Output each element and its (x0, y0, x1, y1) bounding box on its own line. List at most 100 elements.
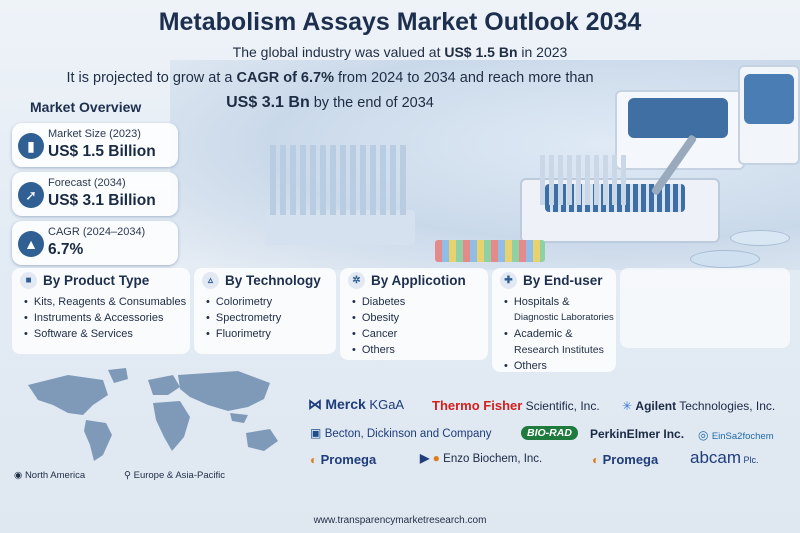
logo-einsa: ◎ EinSa2fochem (698, 428, 774, 442)
einsa-icon: ◎ (698, 428, 709, 442)
market-overview-heading: Market Overview (30, 99, 142, 115)
tubes-left (270, 145, 410, 215)
box-icon: ■ (20, 272, 37, 289)
flask-icon: ▵ (202, 272, 219, 289)
segment-header: ✲ By Applicotion (348, 272, 466, 289)
tube-rack-left (265, 210, 415, 245)
perkin-name: PerkinElmer Inc. (590, 427, 685, 441)
petri-dish (690, 250, 760, 268)
agilent-suffix: Technologies, Inc. (676, 399, 776, 413)
einsa-name: EinSa2fochem (711, 431, 774, 442)
region-legend-eu-apac: ⚲ Europe & Asia-Pacific (124, 470, 225, 481)
forecast-line: US$ 3.1 Bn by the end of 2034 (0, 94, 660, 112)
abcam-name: abcam (690, 448, 742, 467)
cagr-value: CAGR of 6.7% (236, 70, 335, 86)
list-item: Spectrometry (206, 310, 281, 326)
list-item: Diabetes (352, 294, 405, 310)
map-africa (153, 401, 190, 451)
abcam-suffix: Plc. (741, 455, 759, 465)
thermo-name: Thermo Fisher (432, 398, 523, 413)
segment-header: ▵ By Technology (202, 272, 321, 289)
map-europe (148, 375, 180, 395)
forecast-text: by the end of 2034 (309, 95, 434, 111)
petri-dish (730, 230, 790, 246)
merck-suffix: KGaA (365, 397, 405, 412)
segment-application: ✲ By Applicotion Diabetes Obesity Cancer… (340, 268, 488, 360)
list-item: Kits, Reagents & Consumables (24, 294, 186, 310)
bd-icon: ▣ (310, 426, 322, 440)
growth-line: It is projected to grow at a CAGR of 6.7… (0, 70, 660, 86)
segment-header: ✚ By End-user (500, 272, 603, 289)
map-australia (246, 429, 278, 451)
valuation-text: The global industry was valued at (232, 44, 445, 60)
merck-icon: ⋈ (308, 396, 322, 412)
becton-name: Becton, Dickinson and Company (324, 428, 492, 440)
valuation-value: US$ 1.5 Bn (444, 44, 518, 60)
footer-url[interactable]: www.transparencymarketresearch.com (313, 515, 487, 526)
list-item: Instruments & Accessories (24, 310, 186, 326)
list-item: Cancer (352, 326, 405, 342)
agilent-name: Agilent (635, 399, 677, 413)
list-item: Software & Services (24, 326, 186, 342)
map-north-america (28, 375, 108, 415)
enzo-name: Enzo Biochem, Inc. (443, 453, 543, 465)
segment-title: By End-user (523, 273, 603, 288)
logo-agilent: ✳ Agilent Technologies, Inc. (622, 399, 775, 413)
valuation-year: in 2023 (517, 44, 568, 60)
growth-text-end: from 2024 to 2034 and reach more than (334, 70, 594, 86)
region-label: Europe & Asia-Pacific (133, 470, 225, 481)
promega-icon: ◐ (592, 453, 600, 467)
merck-name: Merck (325, 396, 366, 412)
segment-title: By Technology (225, 273, 321, 288)
map-southeast-asia (230, 413, 248, 423)
list-item: Academic & (504, 326, 614, 342)
enzo-dot-icon: ● (432, 451, 440, 465)
region-label: North America (24, 470, 86, 481)
forecast-value: US$ 3.1 Bn (226, 94, 310, 111)
location-pin-icon: ⚲ (124, 470, 131, 481)
stat-value: US$ 3.1 Billion (48, 192, 156, 209)
lab-illustration (170, 60, 800, 270)
logo-merck: ⋈ Merck KGaA (308, 396, 404, 413)
segment-list: Kits, Reagents & Consumables Instruments… (24, 294, 186, 342)
list-item: Hospitals & (504, 294, 614, 310)
segment-technology: ▵ By Technology Colorimetry Spectrometry… (194, 268, 336, 354)
segment-product: ■ By Product Type Kits, Reagents & Consu… (12, 268, 190, 354)
growth-chart-icon: ▲ (18, 231, 44, 257)
region-legend-na: ◉ North America (14, 470, 85, 481)
logo-abcam: abcam Plc. (690, 448, 759, 468)
stat-market-size: ▮ Market Size (2023) US$ 1.5 Billion (12, 123, 178, 167)
list-item: Research Institutes (514, 344, 604, 356)
segment-list: Diabetes Obesity Cancer Others (352, 294, 405, 358)
segment-title: By Product Type (43, 273, 150, 288)
promega-name: Promega (602, 452, 659, 467)
thermo-suffix: Scientific, Inc. (522, 399, 600, 413)
stat-label: CAGR (2024–2034) (48, 226, 146, 238)
list-item: Others (352, 342, 405, 358)
stat-label: Forecast (2034) (48, 177, 126, 189)
stat-cagr: ▲ CAGR (2024–2034) 6.7% (12, 221, 178, 265)
list-item: Others (504, 358, 614, 374)
tube-rack-color (435, 240, 545, 262)
segment-enduser: ✚ By End-user Hospitals & Diagnostic Lab… (492, 268, 616, 372)
logo-becton: ▣ Becton, Dickinson and Company (310, 426, 492, 440)
monitor-screen (744, 74, 794, 124)
list-item: Fluorimetry (206, 326, 281, 342)
logo-perkinelmer: PerkinElmer Inc. (590, 427, 684, 441)
growth-text: It is projected to grow at a (66, 70, 237, 86)
enzo-arrow-icon: ▶ (420, 451, 430, 465)
logo-biorad: BIO-RAD (521, 426, 578, 440)
map-greenland (108, 368, 128, 383)
stat-forecast: ➚ Forecast (2034) US$ 3.1 Billion (12, 172, 178, 216)
valuation-line: The global industry was valued at US$ 1.… (0, 44, 800, 60)
list-item: Colorimetry (206, 294, 281, 310)
logo-promega-1: ◐ Promega (310, 452, 376, 467)
logo-promega-2: ◐ Promega (592, 452, 658, 467)
stat-value: 6.7% (48, 241, 84, 258)
segment-list: Colorimetry Spectrometry Fluorimetry (206, 294, 281, 342)
agilent-star-icon: ✳ (622, 399, 633, 413)
tubes-back (540, 155, 630, 205)
world-map (28, 368, 278, 461)
list-item: Obesity (352, 310, 405, 326)
promega-icon: ◐ (310, 453, 318, 467)
